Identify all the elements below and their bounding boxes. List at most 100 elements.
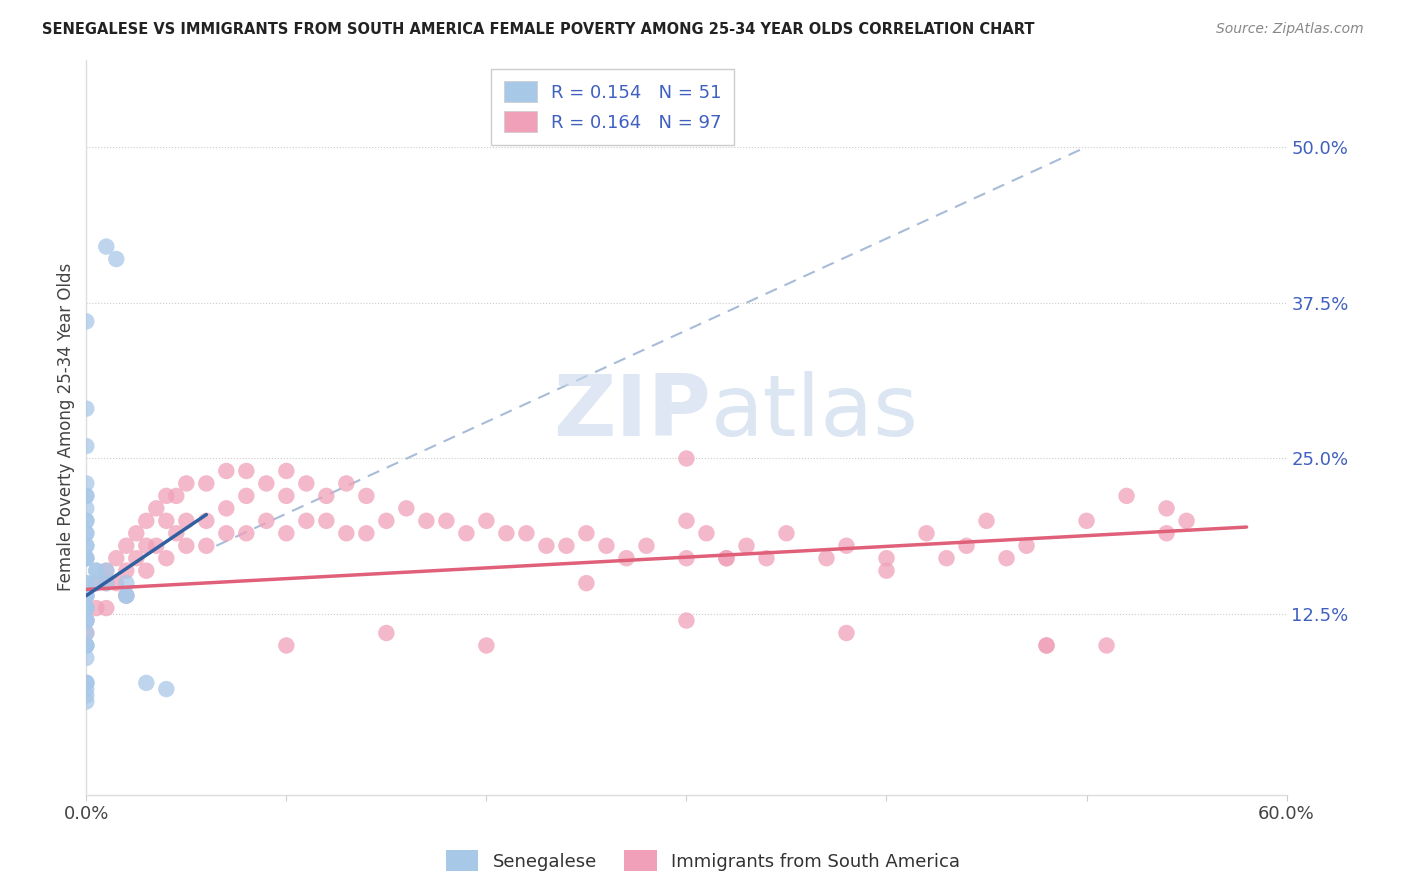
Point xyxy=(135,676,157,690)
Point xyxy=(1156,526,1178,541)
Point xyxy=(276,639,298,653)
Point xyxy=(96,239,118,253)
Point xyxy=(105,551,128,566)
Point xyxy=(475,639,498,653)
Point xyxy=(155,682,177,697)
Point xyxy=(75,601,97,615)
Point xyxy=(1156,501,1178,516)
Point xyxy=(375,514,398,528)
Point xyxy=(75,614,97,628)
Point xyxy=(75,526,97,541)
Point xyxy=(145,501,167,516)
Point xyxy=(96,601,118,615)
Point xyxy=(395,501,418,516)
Point xyxy=(695,526,717,541)
Point xyxy=(75,501,97,516)
Point xyxy=(575,576,598,591)
Point xyxy=(75,589,97,603)
Point xyxy=(276,464,298,478)
Point xyxy=(215,526,238,541)
Point xyxy=(1076,514,1098,528)
Point xyxy=(636,539,658,553)
Point xyxy=(105,576,128,591)
Point xyxy=(976,514,998,528)
Point xyxy=(276,489,298,503)
Point xyxy=(215,501,238,516)
Point xyxy=(75,614,97,628)
Point xyxy=(75,539,97,553)
Point xyxy=(235,526,257,541)
Point xyxy=(84,564,107,578)
Point xyxy=(115,589,138,603)
Point xyxy=(456,526,478,541)
Point xyxy=(96,564,118,578)
Point xyxy=(75,589,97,603)
Point xyxy=(75,539,97,553)
Point xyxy=(775,526,797,541)
Point xyxy=(115,539,138,553)
Point xyxy=(84,576,107,591)
Point xyxy=(195,539,218,553)
Point xyxy=(675,514,697,528)
Point xyxy=(84,601,107,615)
Point xyxy=(75,576,97,591)
Point xyxy=(276,526,298,541)
Point xyxy=(335,476,357,491)
Point xyxy=(75,639,97,653)
Point xyxy=(876,564,898,578)
Point xyxy=(254,514,277,528)
Point xyxy=(75,476,97,491)
Point xyxy=(75,639,97,653)
Point xyxy=(75,514,97,528)
Point xyxy=(75,489,97,503)
Point xyxy=(876,551,898,566)
Point xyxy=(235,464,257,478)
Point xyxy=(75,676,97,690)
Point xyxy=(356,526,378,541)
Point xyxy=(595,539,617,553)
Point xyxy=(75,614,97,628)
Point xyxy=(155,489,177,503)
Point xyxy=(75,601,97,615)
Point xyxy=(75,551,97,566)
Point xyxy=(716,551,738,566)
Point xyxy=(315,514,337,528)
Point xyxy=(75,601,97,615)
Point xyxy=(165,526,187,541)
Point xyxy=(105,252,128,266)
Point xyxy=(135,564,157,578)
Point xyxy=(84,564,107,578)
Point xyxy=(135,539,157,553)
Point xyxy=(1035,639,1057,653)
Point xyxy=(235,489,257,503)
Point xyxy=(75,589,97,603)
Point xyxy=(1175,514,1198,528)
Point xyxy=(1115,489,1137,503)
Point xyxy=(155,514,177,528)
Point xyxy=(75,489,97,503)
Point xyxy=(115,576,138,591)
Point xyxy=(295,476,318,491)
Point xyxy=(955,539,977,553)
Text: atlas: atlas xyxy=(710,371,918,454)
Point xyxy=(536,539,558,553)
Point xyxy=(96,564,118,578)
Point xyxy=(125,551,148,566)
Point xyxy=(616,551,638,566)
Point xyxy=(75,589,97,603)
Point xyxy=(75,695,97,709)
Text: Source: ZipAtlas.com: Source: ZipAtlas.com xyxy=(1216,22,1364,37)
Point xyxy=(935,551,957,566)
Text: SENEGALESE VS IMMIGRANTS FROM SOUTH AMERICA FEMALE POVERTY AMONG 25-34 YEAR OLDS: SENEGALESE VS IMMIGRANTS FROM SOUTH AMER… xyxy=(42,22,1035,37)
Point xyxy=(735,539,758,553)
Point xyxy=(75,651,97,665)
Point xyxy=(75,576,97,591)
Point xyxy=(75,676,97,690)
Point xyxy=(75,526,97,541)
Point xyxy=(1035,639,1057,653)
Point xyxy=(75,676,97,690)
Point xyxy=(575,526,598,541)
Point xyxy=(75,689,97,703)
Point xyxy=(335,526,357,541)
Point xyxy=(995,551,1018,566)
